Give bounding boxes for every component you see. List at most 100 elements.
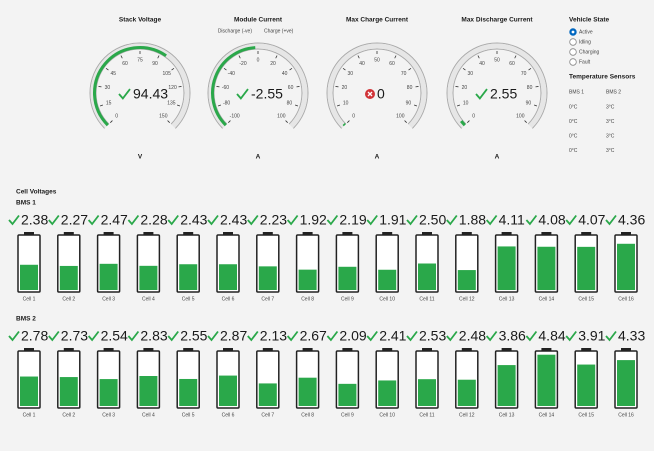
error-cross — [367, 91, 373, 97]
battery-cap — [501, 232, 512, 235]
battery-fill — [418, 379, 436, 406]
cell-value: 2.38 — [21, 212, 48, 228]
cell-label: Cell 16 — [618, 296, 634, 302]
gauge-tick — [413, 104, 418, 107]
cell-label: Cell 10 — [379, 296, 395, 302]
check-icon — [605, 330, 617, 342]
gauge-tick-label: 150 — [159, 114, 168, 120]
gauge-track-outer — [89, 42, 191, 129]
gauge-track-inner — [332, 48, 422, 125]
cell-value: 2.27 — [61, 212, 88, 228]
cell-value: 2.67 — [300, 328, 327, 344]
check-icon — [475, 88, 488, 100]
battery-cap — [541, 348, 552, 351]
battery-cap — [422, 232, 432, 235]
gauge-tick-label: -20 — [239, 61, 246, 67]
cell-label: Cell 10 — [379, 412, 395, 418]
cell-label: Cell 1 — [23, 412, 36, 418]
battery-cap — [461, 348, 472, 351]
gauge-tick — [217, 104, 222, 107]
radio-button[interactable] — [569, 38, 577, 46]
radio-label[interactable]: Active — [579, 29, 593, 35]
gauge-tick — [528, 67, 532, 71]
cell-value: 2.48 — [459, 328, 486, 344]
battery-cap — [183, 232, 194, 235]
gauge-tick — [167, 120, 170, 123]
battery-fill — [20, 264, 38, 290]
check-icon — [565, 330, 577, 342]
battery-fill — [537, 246, 556, 290]
gauge-tick — [110, 120, 113, 123]
battery-cap — [382, 232, 393, 235]
radio-dot — [571, 30, 575, 34]
cell-value: 2.50 — [419, 212, 446, 228]
cell-label: Cell 11 — [419, 296, 434, 302]
check-icon — [366, 214, 378, 226]
cell-value: 4.08 — [538, 212, 565, 228]
gauge-track-outer — [446, 42, 548, 129]
cell-label: Cell 13 — [499, 412, 515, 418]
temperature-cell: 0°C — [569, 148, 578, 154]
cell-label: Cell 12 — [459, 296, 475, 302]
gauge-title: Max Charge Current — [346, 17, 409, 24]
battery-cap — [223, 348, 233, 351]
cell-label: Cell 1 — [23, 296, 36, 302]
gauge-tick-label: 80 — [287, 101, 293, 107]
battery-fill — [338, 383, 357, 406]
cell-value: 2.87 — [220, 328, 247, 344]
battery-cap — [63, 348, 74, 351]
gauge-value: -2.55 — [251, 86, 283, 102]
battery-cap — [103, 348, 114, 351]
cell-value: 3.91 — [578, 328, 605, 344]
temperature-cell: 3°C — [606, 104, 615, 110]
gauge-track-inner — [95, 48, 185, 125]
radio-button[interactable] — [569, 58, 577, 66]
cell-label: Cell 7 — [261, 412, 274, 418]
gauge-track-outer — [207, 42, 309, 129]
gauge-tick-label: 15 — [106, 101, 112, 107]
cell-label: Cell 9 — [341, 296, 354, 302]
gauge-tick-label: 0 — [352, 114, 355, 120]
cell-label: Cell 14 — [539, 296, 555, 302]
battery-cap — [342, 232, 353, 235]
battery-cap — [24, 348, 34, 351]
radio-label[interactable]: Idling — [579, 39, 591, 45]
gauge-tick-label: -60 — [222, 85, 229, 91]
temperature-column: BMS 2 — [606, 89, 621, 95]
gauge-tick-label: 0 — [257, 57, 260, 63]
check-icon — [8, 214, 20, 226]
gauge-tick-label: 60 — [122, 61, 128, 67]
gauge-tick — [394, 55, 397, 59]
check-icon — [326, 330, 339, 342]
gauge-tick — [408, 67, 412, 71]
gauge-tick — [157, 55, 160, 59]
battery-cap — [461, 232, 472, 235]
check-icon — [446, 330, 458, 342]
cell-label: Cell 4 — [142, 296, 155, 302]
gauge-tick-label: -80 — [223, 101, 230, 107]
radio-label[interactable]: Fault — [579, 59, 591, 65]
gauge-title: Module Current — [234, 17, 283, 24]
battery-fill — [219, 264, 237, 290]
battery-cap — [103, 232, 114, 235]
cell-label: Cell 11 — [419, 412, 434, 418]
battery-cap — [621, 232, 631, 235]
gauge-tick — [120, 55, 123, 59]
check-icon — [167, 330, 179, 342]
cell-value: 2.55 — [180, 328, 207, 344]
gauge-tick — [456, 104, 461, 107]
radio-button[interactable] — [569, 48, 577, 56]
gauge-tick-label: 60 — [389, 61, 395, 67]
cell-value: 2.19 — [339, 212, 366, 228]
check-icon — [8, 330, 20, 342]
cell-value: 2.43 — [180, 212, 207, 228]
gauge-tick-label: 60 — [509, 61, 515, 67]
gauge-tick-label: 10 — [343, 101, 349, 107]
gauge-track — [447, 43, 547, 128]
gauge-tick — [357, 55, 360, 59]
gauge-tick-label: 75 — [137, 57, 143, 63]
gauge-tick-label: 30 — [348, 71, 354, 77]
radio-label[interactable]: Charging — [579, 49, 600, 55]
gauge-tick-label: 10 — [463, 101, 469, 107]
cell-label: Cell 6 — [222, 296, 235, 302]
